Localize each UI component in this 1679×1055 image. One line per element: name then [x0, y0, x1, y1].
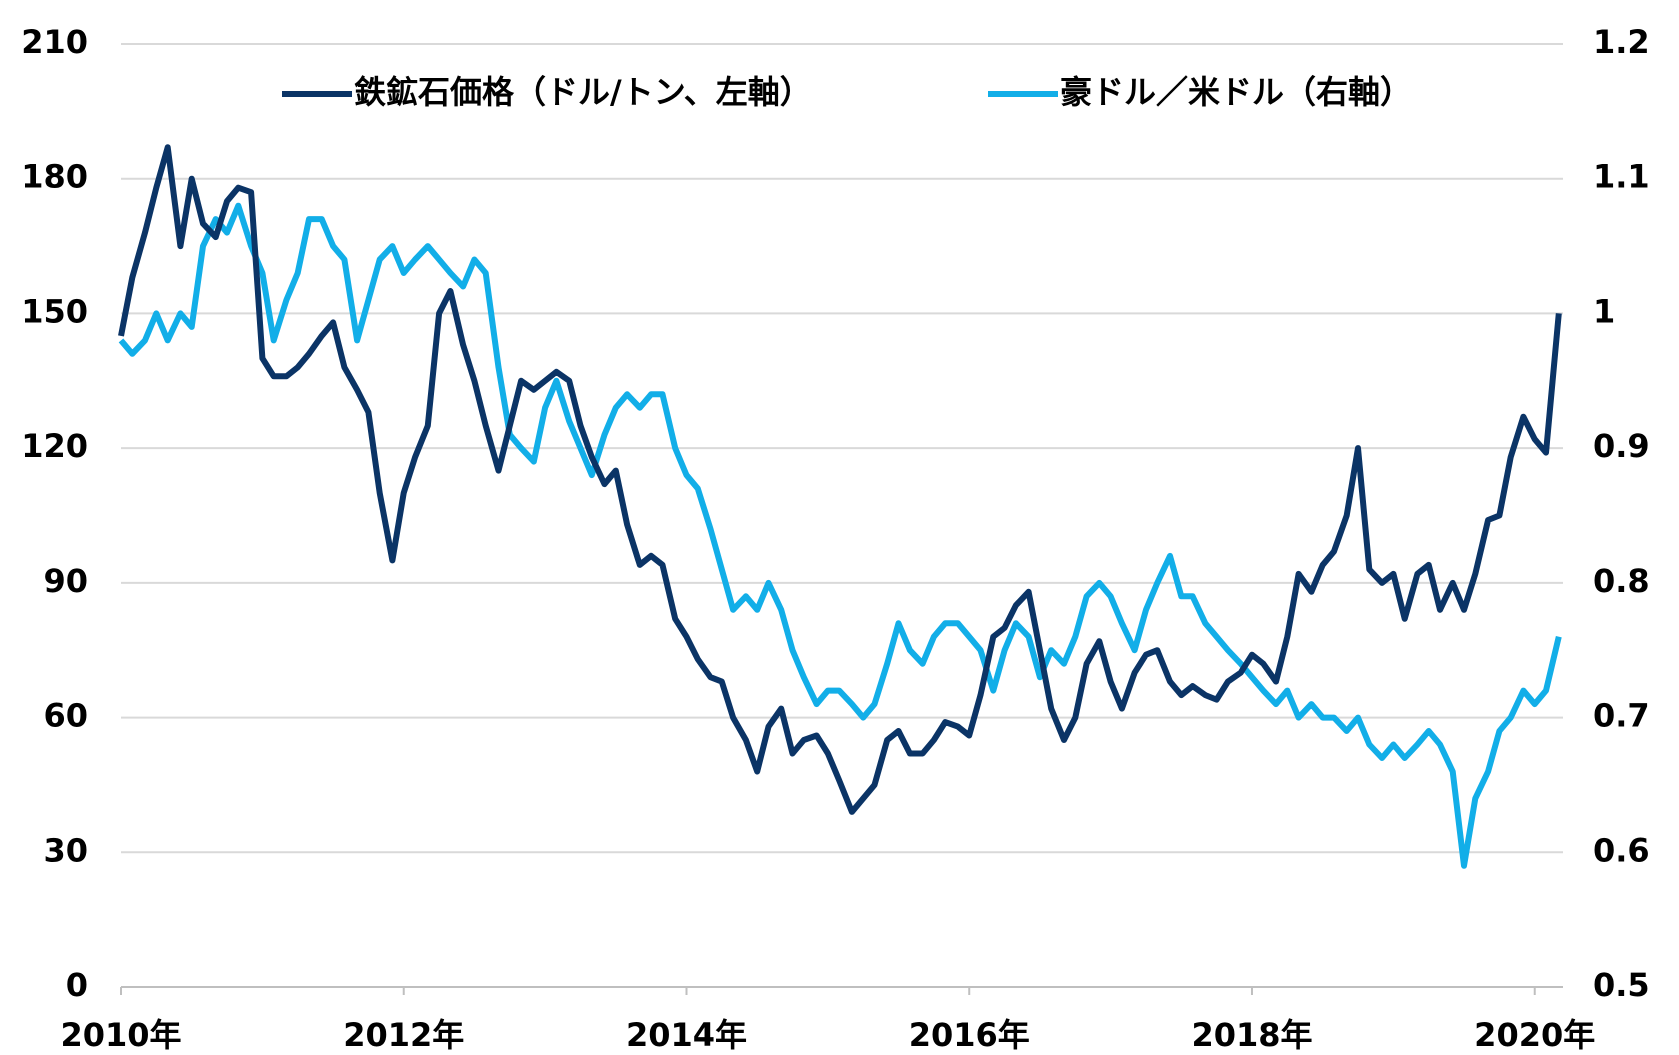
y2-tick-label: 1.1 [1593, 158, 1650, 196]
x-tick-label: 2016年 [909, 1016, 1030, 1054]
y-tick-label: 90 [43, 562, 88, 600]
x-tick-label: 2012年 [343, 1016, 464, 1054]
legend-label: 豪ドル／米ドル（右軸） [1060, 73, 1412, 111]
x-tick-label: 2020年 [1474, 1016, 1595, 1054]
y-tick-label: 120 [21, 427, 88, 465]
series-line [118, 144, 1562, 815]
y2-tick-label: 0.9 [1593, 427, 1650, 465]
y-tick-label: 60 [43, 697, 88, 735]
y2-tick-label: 0.8 [1593, 562, 1650, 600]
y-tick-label: 0 [66, 966, 88, 1004]
y-tick-label: 180 [21, 158, 88, 196]
x-tick-label: 2018年 [1191, 1016, 1312, 1054]
legend-label: 鉄鉱石価格（ドル/トン、左軸） [354, 73, 812, 111]
y2-tick-label: 0.5 [1593, 966, 1650, 1004]
series-line [118, 202, 1562, 869]
y-tick-label: 30 [43, 831, 88, 869]
y2-tick-label: 1 [1593, 292, 1615, 330]
x-tick-label: 2010年 [60, 1016, 181, 1054]
y2-tick-label: 0.7 [1593, 697, 1650, 735]
y2-tick-label: 0.6 [1593, 831, 1650, 869]
y2-tick-label: 1.2 [1593, 23, 1650, 61]
y-tick-label: 150 [21, 292, 88, 330]
y-tick-label: 210 [21, 23, 88, 61]
x-tick-label: 2014年 [626, 1016, 747, 1054]
